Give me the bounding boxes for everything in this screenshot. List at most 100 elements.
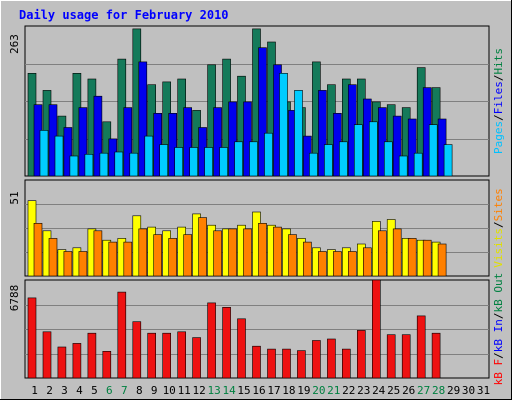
day-label-30: 30 — [462, 384, 475, 397]
legend-visits: Visits/Sites — [492, 188, 505, 268]
bar-kbytes-kb-f-day-14 — [222, 306, 231, 379]
bar-kbytes-kb-f-day-16 — [252, 345, 261, 379]
legend-entry-kbytes-4: kB Out — [492, 273, 505, 313]
bar-hits-pages-day-9 — [159, 144, 168, 177]
bar-hits-pages-day-23 — [368, 121, 378, 177]
bar-visits-sites-day-9 — [153, 234, 162, 277]
bar-visits-sites-day-26 — [407, 238, 417, 277]
bar-kbytes-kb-f-day-20 — [312, 340, 321, 379]
bar-kbytes-kb-f-day-11 — [177, 331, 186, 379]
bar-hits-pages-day-7 — [129, 152, 139, 177]
bars-hits — [27, 28, 453, 177]
day-label-3: 3 — [61, 384, 68, 397]
bar-kbytes-kb-f-day-18 — [282, 348, 291, 379]
bar-visits-sites-day-5 — [93, 230, 103, 277]
bars-visits — [27, 200, 447, 277]
chart-panels: 263Pages/Files/Hits51Visits/Sites6788kB … — [8, 25, 505, 386]
day-label-27: 27 — [417, 384, 430, 397]
bar-hits-pages-day-4 — [84, 154, 94, 177]
bar-kbytes-kb-f-day-10 — [162, 332, 171, 379]
day-label-8: 8 — [136, 384, 143, 397]
day-label-11: 11 — [178, 384, 191, 397]
day-label-2: 2 — [46, 384, 53, 397]
day-label-13: 13 — [207, 384, 220, 397]
bar-visits-sites-day-17 — [273, 226, 282, 277]
bar-hits-files-day-8 — [138, 61, 148, 177]
panel-visits: 51 Visits/Sites — [8, 179, 505, 277]
bar-visits-sites-day-15 — [243, 228, 252, 277]
bar-hits-pages-day-5 — [99, 152, 109, 177]
legend-entry-kbytes-0: kB F — [492, 359, 505, 386]
bar-hits-pages-day-8 — [144, 135, 154, 177]
bar-hits-files-day-14 — [228, 101, 237, 177]
legend-entry-kbytes-2: kB In — [492, 319, 505, 352]
chart-title: Daily usage for February 2010 — [19, 8, 229, 22]
y-max-label-visits: 51 — [8, 191, 21, 204]
y-max-label-hits: 263 — [8, 34, 21, 54]
legend-kbytes: kB F/kB In/kB Out — [492, 273, 505, 386]
bar-kbytes-kb-f-day-25 — [386, 334, 396, 379]
legend-hits: Pages/Files/Hits — [492, 48, 505, 154]
bar-visits-sites-day-23 — [362, 247, 372, 277]
bar-hits-pages-day-1 — [39, 130, 49, 177]
bar-hits-files-day-13 — [213, 107, 222, 177]
bar-visits-sites-day-13 — [213, 230, 222, 277]
bar-visits-sites-day-18 — [288, 234, 297, 277]
bar-hits-pages-day-13 — [219, 147, 228, 177]
legend-entry-visits-1: / — [492, 221, 505, 228]
bar-hits-files-day-3 — [63, 127, 73, 177]
bar-kbytes-kb-f-day-8 — [132, 321, 142, 379]
bar-hits-pages-day-6 — [114, 151, 124, 177]
day-label-23: 23 — [357, 384, 370, 397]
day-label-20: 20 — [312, 384, 325, 397]
day-label-17: 17 — [267, 384, 280, 397]
bar-visits-sites-day-28 — [437, 243, 447, 277]
day-label-24: 24 — [372, 384, 386, 397]
day-label-5: 5 — [91, 384, 98, 397]
bar-kbytes-kb-f-day-9 — [147, 332, 156, 379]
legend-entry-kbytes-1: / — [492, 352, 505, 359]
bar-kbytes-kb-f-day-19 — [297, 350, 306, 379]
bar-hits-files-day-25 — [392, 115, 402, 177]
bar-hits-pages-day-15 — [249, 141, 258, 177]
legend-entry-hits-1: / — [492, 114, 505, 121]
bar-visits-sites-day-1 — [33, 223, 43, 277]
bar-visits-sites-day-22 — [347, 251, 357, 277]
bar-visits-sites-day-21 — [333, 251, 342, 277]
bars-kbytes — [27, 279, 441, 379]
day-label-28: 28 — [432, 384, 445, 397]
day-label-4: 4 — [76, 384, 83, 397]
bar-visits-sites-day-7 — [123, 241, 133, 277]
bar-kbytes-kb-f-day-15 — [237, 318, 246, 379]
bar-hits-pages-day-27 — [428, 124, 438, 177]
bar-visits-sites-day-27 — [422, 239, 432, 277]
bar-kbytes-kb-f-day-23 — [356, 330, 366, 379]
bar-hits-pages-day-21 — [339, 141, 348, 177]
bar-visits-sites-day-24 — [377, 230, 387, 277]
legend-entry-hits-2: Files — [492, 81, 505, 114]
bar-hits-files-day-20 — [318, 90, 327, 177]
bar-kbytes-kb-f-day-3 — [57, 346, 67, 379]
bar-kbytes-kb-f-day-7 — [117, 291, 127, 379]
day-label-6: 6 — [106, 384, 113, 397]
bar-hits-pages-day-2 — [54, 135, 64, 177]
bar-visits-sites-day-20 — [318, 251, 327, 277]
bar-kbytes-kb-f-day-5 — [87, 332, 97, 379]
bar-hits-pages-day-28 — [443, 144, 453, 177]
day-label-31: 31 — [477, 384, 490, 397]
bar-hits-pages-day-26 — [413, 152, 423, 177]
bar-visits-sites-day-6 — [108, 241, 118, 277]
bar-kbytes-kb-f-day-26 — [401, 334, 411, 379]
bar-kbytes-kb-f-day-1 — [27, 297, 37, 379]
bar-visits-sites-day-14 — [228, 228, 237, 277]
day-label-29: 29 — [447, 384, 460, 397]
day-label-7: 7 — [121, 384, 128, 397]
bar-hits-pages-day-20 — [324, 144, 333, 177]
bar-visits-sites-day-10 — [168, 238, 177, 277]
day-label-9: 9 — [151, 384, 158, 397]
bar-hits-pages-day-16 — [264, 132, 273, 177]
day-label-12: 12 — [192, 384, 205, 397]
x-axis-day-labels: 1 2 3 4 5 6 7 8 9 10 11 12 13 14 15 16 17 18 19 20 21 22 23 24 2… — [31, 384, 490, 397]
bar-hits-pages-day-12 — [204, 147, 213, 177]
